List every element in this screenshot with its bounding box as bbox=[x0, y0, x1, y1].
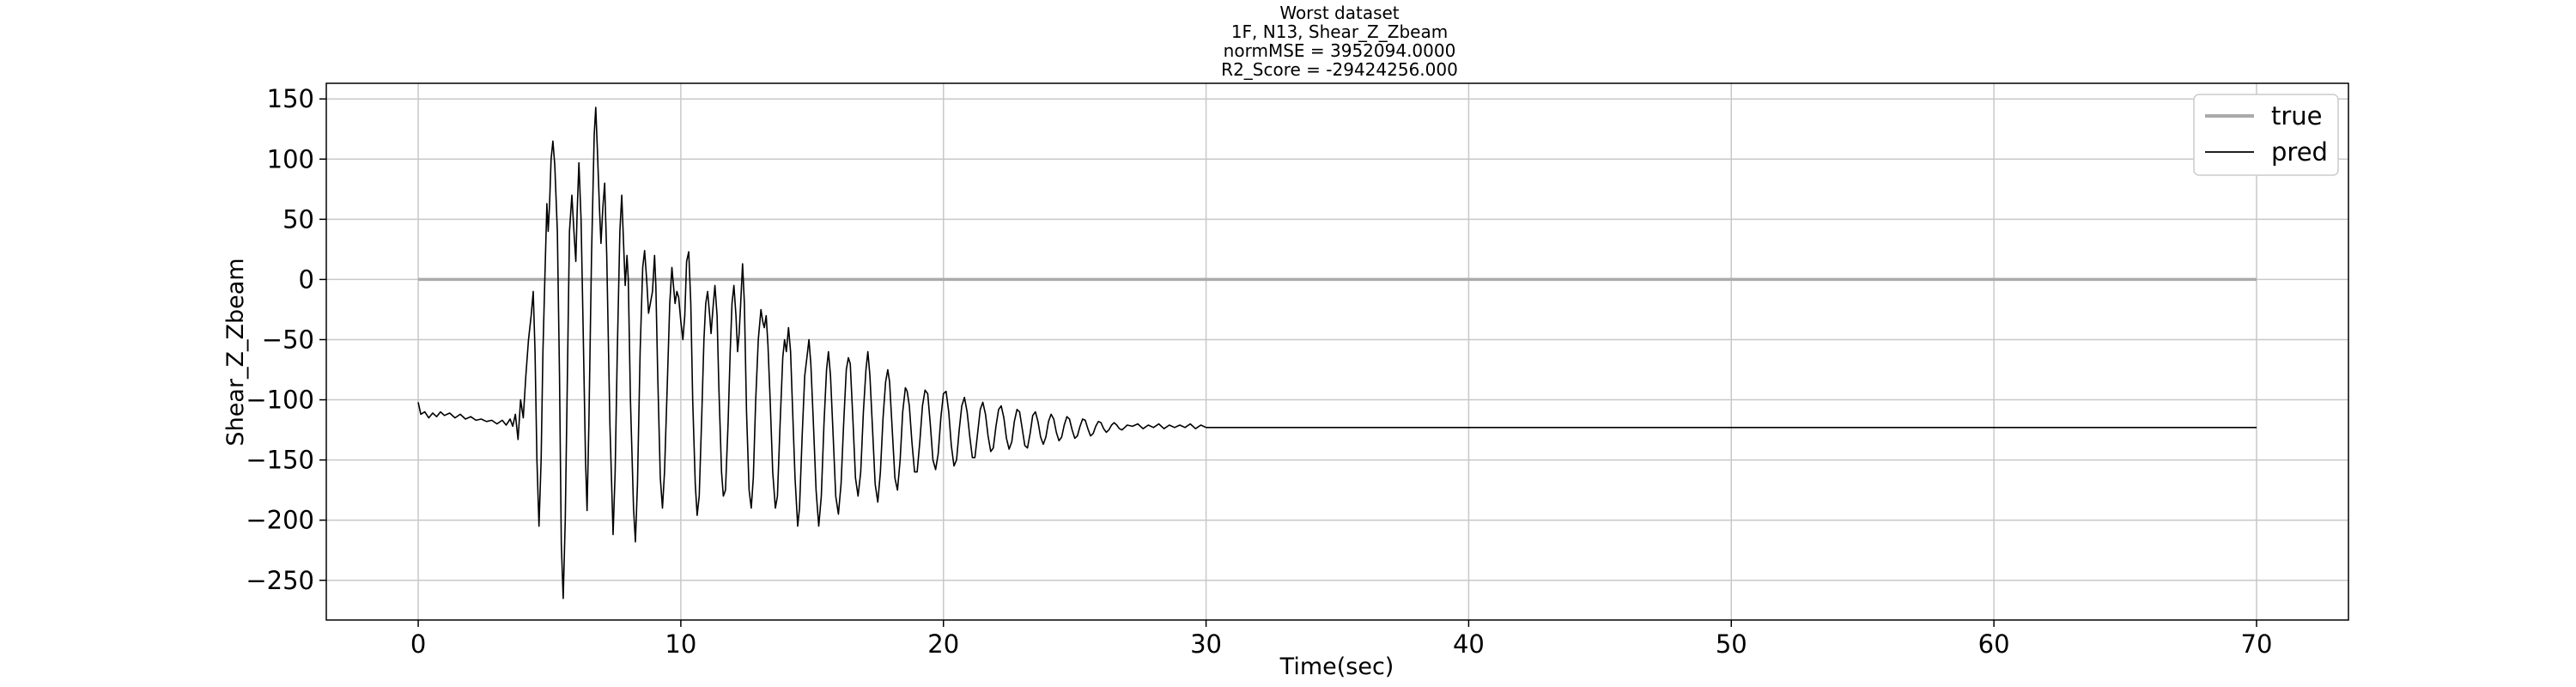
legend: true pred bbox=[2193, 94, 2339, 176]
title-line-3: normMSE = 3952094.0000 bbox=[1224, 40, 1456, 61]
y-axis-ticks: 150 100 50 0 −50 −100 −150 −200 −250 bbox=[246, 84, 326, 595]
plot-frame bbox=[325, 82, 2349, 621]
chart-title: Worst dataset 1F, N13, Shear_Z_Zbeam nor… bbox=[1221, 3, 1458, 80]
x-tick-label: 60 bbox=[1978, 629, 2010, 659]
x-axis-ticks: 0 10 20 30 40 50 60 70 bbox=[410, 620, 2273, 659]
x-tick-label: 20 bbox=[927, 629, 959, 659]
y-tick-label: 0 bbox=[299, 264, 314, 294]
y-tick-label: −200 bbox=[246, 506, 314, 535]
y-tick-label: −50 bbox=[262, 325, 314, 354]
x-tick-label: 10 bbox=[665, 629, 696, 659]
y-axis-label: Shear_Z_Zbeam bbox=[222, 258, 249, 446]
x-tick-label: 50 bbox=[1716, 629, 1747, 659]
y-tick-label: 100 bbox=[267, 144, 314, 173]
legend-label-pred: pred bbox=[2271, 137, 2328, 167]
y-tick-label: −100 bbox=[246, 386, 314, 415]
y-tick-label: 150 bbox=[267, 84, 314, 113]
y-tick-label: −150 bbox=[246, 446, 314, 475]
y-tick-label: −250 bbox=[246, 566, 314, 595]
title-line-4: R2_Score = -29424256.000 bbox=[1221, 59, 1458, 80]
x-axis-label: Time(sec) bbox=[1279, 654, 1394, 680]
x-tick-label: 40 bbox=[1453, 629, 1485, 659]
x-tick-label: 70 bbox=[2241, 629, 2273, 659]
y-tick-label: 50 bbox=[283, 204, 314, 234]
x-tick-label: 0 bbox=[410, 629, 426, 659]
title-line-2: 1F, N13, Shear_Z_Zbeam bbox=[1231, 21, 1448, 42]
series-layer bbox=[417, 106, 2257, 599]
x-tick-label: 30 bbox=[1190, 629, 1222, 659]
legend-label-true: true bbox=[2271, 101, 2323, 131]
series-line-pred bbox=[417, 106, 2257, 599]
title-line-1: Worst dataset bbox=[1279, 3, 1399, 23]
